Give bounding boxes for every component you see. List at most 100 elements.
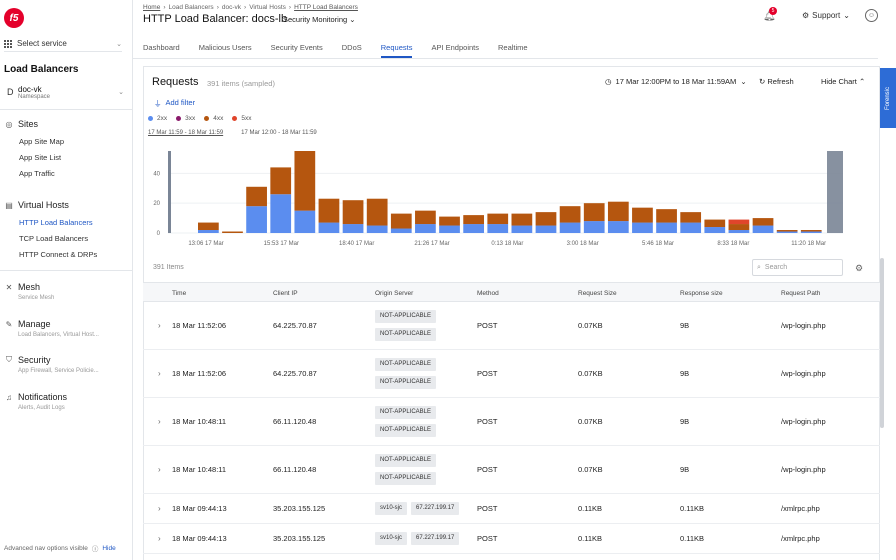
bar-segment-2xx[interactable] bbox=[511, 225, 533, 233]
bar-segment-4xx[interactable] bbox=[632, 207, 653, 223]
brush-handle-right[interactable] bbox=[827, 151, 843, 233]
expand-row-icon[interactable]: › bbox=[158, 417, 161, 426]
bar-segment-2xx[interactable] bbox=[198, 230, 219, 233]
table-settings-icon[interactable]: ⚙ bbox=[855, 263, 864, 273]
add-filter-button[interactable]: ⏚ Add filter bbox=[154, 98, 195, 109]
nav-head-mesh[interactable]: ✕ Mesh bbox=[4, 280, 128, 294]
bar-segment-4xx[interactable] bbox=[583, 203, 605, 222]
hide-chart-button[interactable]: Hide Chart ⌃ bbox=[821, 77, 865, 86]
bar-segment-2xx[interactable] bbox=[246, 206, 267, 233]
col-origin-server[interactable]: Origin Server bbox=[375, 290, 414, 297]
bar-segment-2xx[interactable] bbox=[294, 210, 316, 233]
hide-link[interactable]: Hide bbox=[102, 544, 116, 552]
monitoring-dropdown[interactable]: Security Monitoring ⌄ bbox=[283, 15, 356, 24]
forensic-side-tab[interactable]: Forensic bbox=[880, 68, 896, 128]
breadcrumb-load-balancers[interactable]: Load Balancers bbox=[168, 4, 214, 11]
table-row[interactable]: › 18 Mar 11:52:06 64.225.70.87 NOT-APPLICAB… bbox=[143, 302, 880, 350]
col-client-ip[interactable]: Client IP bbox=[273, 290, 298, 297]
legend-item-5xx[interactable]: 5xx bbox=[232, 115, 252, 122]
sidebar-item-http-connect[interactable]: HTTP Connect & DRPs bbox=[19, 250, 98, 259]
bar-segment-4xx[interactable] bbox=[752, 218, 774, 226]
nav-group-manage[interactable]: ✎ Manage Load Balancers, Virtual Host... bbox=[4, 317, 128, 338]
bar-segment-4xx[interactable] bbox=[222, 231, 243, 233]
tab-api-endpoints[interactable]: API Endpoints bbox=[431, 43, 479, 52]
bar-segment-2xx[interactable] bbox=[583, 221, 605, 233]
refresh-button[interactable]: ↻ Refresh bbox=[759, 77, 794, 86]
tab-malicious-users[interactable]: Malicious Users bbox=[198, 43, 252, 52]
col-response-size[interactable]: Response size bbox=[680, 290, 723, 297]
tab-ddos[interactable]: DDoS bbox=[341, 43, 362, 52]
bar-segment-4xx[interactable] bbox=[463, 215, 485, 225]
sidebar-item-app-site-list[interactable]: App Site List bbox=[19, 153, 62, 162]
bar-segment-4xx[interactable] bbox=[415, 210, 436, 225]
bar-segment-4xx[interactable] bbox=[704, 219, 726, 228]
range-option-selected[interactable]: 17 Mar 11:59 - 18 Mar 11:59 bbox=[148, 130, 224, 136]
bar-segment-4xx[interactable] bbox=[535, 212, 557, 226]
nav-head-notifications[interactable]: ♫ Notifications bbox=[4, 390, 128, 404]
col-method[interactable]: Method bbox=[477, 290, 499, 297]
breadcrumb-namespace[interactable]: doc-vk bbox=[221, 4, 242, 11]
tab-dashboard[interactable]: Dashboard bbox=[143, 43, 180, 52]
legend-item-4xx[interactable]: 4xx bbox=[204, 115, 223, 122]
breadcrumb-home[interactable]: Home bbox=[143, 4, 161, 11]
select-service-dropdown[interactable]: Select service ⌄ bbox=[4, 36, 122, 52]
bar-segment-4xx[interactable] bbox=[198, 222, 219, 231]
bar-segment-2xx[interactable] bbox=[342, 224, 364, 233]
bar-segment-2xx[interactable] bbox=[318, 222, 340, 233]
bar-segment-2xx[interactable] bbox=[752, 225, 774, 233]
bar-segment-4xx[interactable] bbox=[511, 213, 533, 226]
bar-segment-2xx[interactable] bbox=[463, 224, 485, 233]
namespace-selector[interactable]: D doc-vk Namespace ⌄ bbox=[4, 80, 128, 104]
tab-realtime[interactable]: Realtime bbox=[497, 43, 528, 52]
table-row[interactable]: › 18 Mar 09:44:13 35.203.155.125 sv10-sjc 67… bbox=[143, 524, 880, 554]
f5-logo[interactable]: f5 bbox=[4, 8, 24, 28]
bar-segment-2xx[interactable] bbox=[270, 194, 292, 233]
requests-bar-chart[interactable]: 0 20 40 13:06 17 Mar 15:53 17 Mar 18:40 17 Ma… bbox=[148, 145, 854, 250]
bar-segment-4xx[interactable] bbox=[366, 198, 388, 226]
bar-segment-2xx[interactable] bbox=[535, 225, 557, 233]
bar-segment-2xx[interactable] bbox=[632, 222, 653, 233]
breadcrumb-virtual-hosts[interactable]: Virtual Hosts bbox=[249, 4, 286, 11]
nav-group-notifications[interactable]: ♫ Notifications Alerts, Audit Logs bbox=[4, 390, 128, 411]
bar-segment-2xx[interactable] bbox=[776, 231, 798, 233]
bar-segment-4xx[interactable] bbox=[559, 206, 581, 223]
bar-segment-2xx[interactable] bbox=[656, 222, 677, 233]
bar-segment-2xx[interactable] bbox=[439, 225, 460, 233]
expand-row-icon[interactable]: › bbox=[158, 321, 161, 330]
bar-segment-2xx[interactable] bbox=[390, 228, 412, 233]
scrollbar[interactable] bbox=[880, 258, 884, 428]
nav-head-virtual-hosts[interactable]: ▤ Virtual Hosts bbox=[4, 198, 128, 212]
expand-row-icon[interactable]: › bbox=[158, 534, 161, 543]
sidebar-item-tcp-load-balancers[interactable]: TCP Load Balancers bbox=[19, 234, 89, 243]
time-range-picker[interactable]: ◷ 17 Mar 12:00PM to 18 Mar 11:59AM ⌄ bbox=[605, 77, 747, 86]
bar-segment-2xx[interactable] bbox=[366, 225, 388, 233]
tab-requests[interactable]: Requests bbox=[380, 42, 413, 58]
tab-security-events[interactable]: Security Events bbox=[270, 43, 323, 52]
legend-item-2xx[interactable]: 2xx bbox=[148, 115, 167, 122]
bar-segment-4xx[interactable] bbox=[728, 224, 750, 231]
expand-row-icon[interactable]: › bbox=[158, 465, 161, 474]
bar-segment-4xx[interactable] bbox=[318, 198, 340, 223]
bar-segment-4xx[interactable] bbox=[439, 216, 460, 226]
sidebar-item-http-load-balancers[interactable]: HTTP Load Balancers bbox=[19, 218, 93, 227]
notifications-button[interactable]: 🔔︎ 5 bbox=[763, 7, 777, 23]
bar-segment-4xx[interactable] bbox=[342, 200, 364, 225]
bar-segment-2xx[interactable] bbox=[607, 221, 629, 233]
support-menu[interactable]: ⚙ Support ⌄ bbox=[802, 11, 850, 20]
bar-segment-4xx[interactable] bbox=[294, 151, 316, 211]
bar-segment-2xx[interactable] bbox=[800, 231, 822, 233]
expand-row-icon[interactable]: › bbox=[158, 369, 161, 378]
nav-head-sites[interactable]: ◎ Sites bbox=[4, 117, 128, 131]
nav-group-mesh[interactable]: ✕ Mesh Service Mesh bbox=[4, 280, 128, 301]
table-row[interactable]: › 18 Mar 10:48:11 66.11.120.48 NOT-APPLICAB… bbox=[143, 446, 880, 494]
bar-segment-4xx[interactable] bbox=[487, 213, 509, 225]
bar-segment-4xx[interactable] bbox=[607, 201, 629, 222]
col-request-path[interactable]: Request Path bbox=[781, 290, 821, 297]
bar-segment-2xx[interactable] bbox=[487, 224, 509, 233]
expand-row-icon[interactable]: › bbox=[158, 504, 161, 513]
user-icon[interactable]: ☺ bbox=[865, 9, 878, 22]
bar-segment-2xx[interactable] bbox=[680, 222, 702, 233]
nav-head-manage[interactable]: ✎ Manage bbox=[4, 317, 128, 331]
table-row[interactable]: › 18 Mar 09:44:13 35.203.155.125 sv10-sjc 67… bbox=[143, 494, 880, 524]
sidebar-item-app-site-map[interactable]: App Site Map bbox=[19, 137, 65, 146]
